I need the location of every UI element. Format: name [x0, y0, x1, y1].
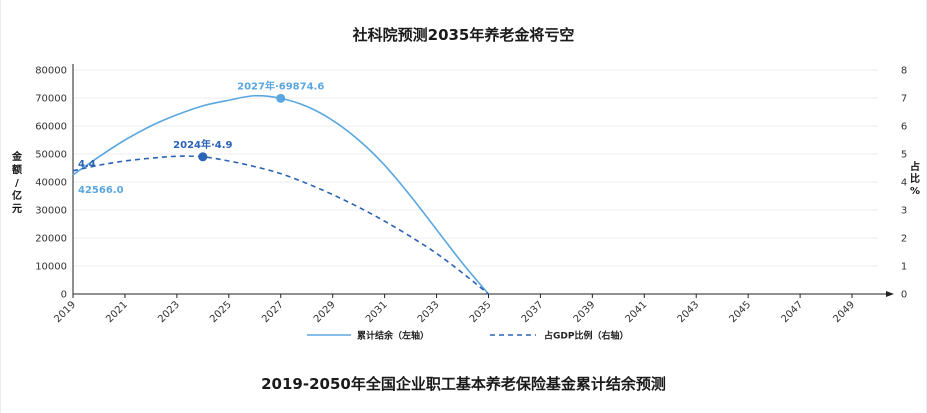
x-tick-label: 2033: [416, 299, 442, 325]
right-tick-label: 7: [901, 94, 907, 105]
left-axis-title-char: 亿: [12, 189, 22, 202]
left-axis-title-char: 元: [12, 203, 22, 215]
right-axis-title: 占比%: [910, 160, 920, 197]
chart-title: 社科院预测2035年养老金将亏空: [352, 26, 575, 44]
balance-line: [72, 94, 490, 295]
left-tick-label: 70000: [35, 94, 67, 105]
right-tick-label: 8: [901, 66, 907, 77]
x-tick-label: 2021: [104, 299, 130, 325]
start-value-label: 4.4: [78, 159, 96, 170]
right-axis-title-char: 比: [910, 172, 920, 185]
axes: [72, 64, 894, 297]
right-tick-label: 2: [901, 234, 907, 245]
annotations: 2027年·69874.6 2024年·4.9 42566.0 4.4: [78, 79, 324, 195]
x-tick-label: 2027: [260, 299, 286, 325]
right-tick-label: 5: [901, 150, 907, 161]
right-tick-label: 0: [901, 290, 907, 301]
x-tick-label: 2047: [779, 299, 805, 325]
left-tick-label: 60000: [35, 122, 67, 133]
left-tick-label: 30000: [35, 206, 67, 217]
annotation-label: 2024年·4.9: [173, 138, 232, 151]
left-axis-title-char: 金: [11, 150, 23, 163]
left-axis-title-char: 额: [12, 163, 22, 176]
annotation-label: 2027年·69874.6: [237, 79, 324, 92]
right-tick-label: 4: [901, 178, 907, 189]
right-axis-title-char: %: [910, 186, 920, 197]
chart-caption: 2019-2050年全国企业职工基本养老保险基金累计结余预测: [261, 375, 666, 393]
right-tick-label: 6: [901, 122, 907, 133]
start-value-label: 42566.0: [78, 185, 124, 196]
x-tick-label: 2023: [156, 299, 182, 325]
x-tick-label: 2049: [831, 299, 857, 325]
left-tick-label: 80000: [35, 66, 67, 77]
x-tick-label: 2025: [208, 299, 234, 325]
legend: 累计结余（左轴） 占GDP比例（右轴）: [307, 330, 628, 342]
x-tick-label: 2031: [364, 299, 390, 325]
x-axis-arrow-icon: [886, 291, 894, 297]
x-tick-label: 2045: [728, 299, 754, 325]
x-tick-label: 2039: [572, 299, 598, 325]
frame-left-border: [0, 0, 1, 413]
left-axis-title: 金额 /亿元: [11, 150, 23, 215]
right-tick-label: 1: [901, 262, 907, 273]
left-tick-label: 50000: [35, 150, 67, 161]
x-tick-label: 2035: [468, 299, 494, 325]
legend-label: 占GDP比例（右轴）: [544, 330, 628, 342]
x-tick-label: 2037: [520, 299, 546, 325]
legend-label: 累计结余（左轴）: [357, 330, 429, 342]
left-tick-label: 0: [61, 290, 67, 301]
x-tick-label: 2043: [676, 299, 702, 325]
left-axis-title-char: /: [15, 178, 19, 189]
left-tick-label: 10000: [35, 262, 67, 273]
gridlines: [73, 69, 878, 267]
left-tick-label: 40000: [35, 178, 67, 189]
gdp-ratio-line: [72, 155, 489, 295]
right-axis-ticks: 0 1 2 3 4 5 6 7 8: [901, 66, 907, 301]
left-axis-ticks: 0 10000 20000 30000 40000 50000 60000 70000 8000…: [35, 66, 67, 301]
right-axis-title-char: 占: [910, 160, 920, 173]
annotation-marker: [198, 152, 208, 162]
right-tick-label: 3: [901, 206, 907, 217]
x-tick-label: 2019: [52, 299, 78, 325]
annotation-marker: [276, 93, 286, 103]
x-axis-ticks: 2019 2021 2023 2025 2027 2029 2031 2033 2035 2037…: [52, 294, 857, 325]
series-lines: [72, 94, 490, 295]
x-tick-label: 2029: [312, 299, 338, 325]
left-tick-label: 20000: [35, 234, 67, 245]
x-tick-label: 2041: [624, 299, 650, 325]
